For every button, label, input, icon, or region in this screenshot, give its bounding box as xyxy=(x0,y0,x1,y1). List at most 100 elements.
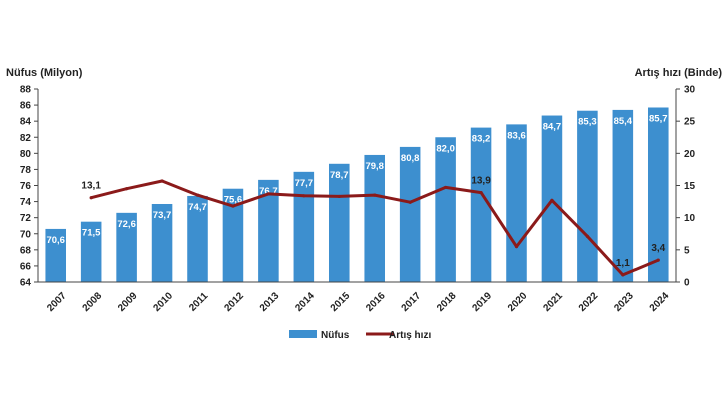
bar xyxy=(293,171,315,282)
bar xyxy=(577,110,598,283)
bar-value-label: 85,3 xyxy=(578,117,597,128)
bar xyxy=(647,107,669,282)
legend-line-label: Artış hızı xyxy=(389,330,431,341)
line-point xyxy=(195,193,200,197)
bar-value-label: 85,4 xyxy=(614,116,633,127)
bar-value-label: 83,2 xyxy=(472,134,491,145)
x-tick-label: 2017 xyxy=(400,290,424,314)
right-tick-label: 5 xyxy=(684,245,690,256)
left-tick-label: 76 xyxy=(20,181,32,192)
right-tick-label: 0 xyxy=(684,278,690,289)
bar xyxy=(364,154,386,282)
x-tick-label: 2011 xyxy=(187,290,210,313)
x-tick-label: 2019 xyxy=(471,290,495,314)
x-tick-label: 2022 xyxy=(577,290,601,314)
right-tick-label: 20 xyxy=(684,149,696,160)
bar-value-label: 83,6 xyxy=(507,130,526,141)
bar-value-label: 71,5 xyxy=(82,228,101,239)
left-tick-label: 86 xyxy=(20,101,32,112)
bar xyxy=(187,195,208,282)
x-tick-label: 2014 xyxy=(293,290,317,314)
x-tick-label: 2018 xyxy=(435,290,459,314)
bar-value-label: 74,7 xyxy=(188,202,207,213)
line-series: 13,1 13,9 1,1 3,4 xyxy=(81,176,666,277)
bar-value-label: 82,0 xyxy=(436,143,455,154)
bar xyxy=(328,163,350,282)
bar-value-label: 77,7 xyxy=(295,178,314,189)
line-value-label: 13,1 xyxy=(81,181,101,192)
legend-bar-swatch xyxy=(289,330,317,338)
bar xyxy=(399,146,421,282)
bar xyxy=(470,127,492,282)
legend-bar-label: Nüfus xyxy=(321,330,350,341)
x-tick-label: 2015 xyxy=(329,290,353,314)
line-point xyxy=(408,200,412,204)
x-tick-label: 2009 xyxy=(116,290,140,314)
x-tick-label: 2012 xyxy=(222,290,246,314)
line-point xyxy=(302,194,306,198)
bar-value-label: 84,7 xyxy=(543,122,562,133)
left-axis-title: Nüfus (Milyon) xyxy=(6,67,83,79)
x-tick-label: 2020 xyxy=(506,290,530,314)
line-point xyxy=(550,198,554,202)
left-tick-label: 74 xyxy=(20,197,32,208)
line-value-label: 3,4 xyxy=(651,243,665,254)
x-tick-label: 2013 xyxy=(258,290,282,314)
x-tick-label: 2007 xyxy=(45,290,69,314)
x-tick-label: 2021 xyxy=(541,290,565,314)
bar xyxy=(116,212,137,282)
line-point xyxy=(266,192,270,196)
bar-value-label: 73,7 xyxy=(153,210,172,221)
line-point xyxy=(337,194,341,199)
x-tick-label: 2024 xyxy=(648,290,672,314)
bar-value-label: 70,6 xyxy=(46,235,65,246)
left-tick-label: 64 xyxy=(20,278,32,289)
line-point xyxy=(444,185,448,190)
left-tick-label: 88 xyxy=(20,85,32,96)
bar-value-label: 78,7 xyxy=(330,170,349,181)
right-tick-label: 30 xyxy=(684,85,696,96)
right-tick-label: 25 xyxy=(684,117,696,128)
line-point xyxy=(514,245,519,249)
bar xyxy=(506,124,527,282)
right-axis-title: Artış hızı (Binde) xyxy=(635,67,723,79)
bar-series: 70,6 71,5 72,6 73,7 74,7 75,6 76,7 77,7 78,7 79,8… xyxy=(45,107,669,283)
left-tick-label: 70 xyxy=(20,229,32,240)
left-tick-label: 84 xyxy=(20,117,32,128)
bar-value-label: 80,8 xyxy=(401,153,420,164)
left-tick-label: 66 xyxy=(20,261,32,272)
bar xyxy=(151,203,173,282)
line-point xyxy=(89,196,93,200)
line-point xyxy=(656,258,660,262)
bar xyxy=(435,137,456,282)
left-axis: 64 66 68 70 72 74 76 78 80 82 84 86 88 xyxy=(20,85,39,289)
line-point xyxy=(585,234,589,238)
bar-value-label: 85,7 xyxy=(649,113,668,124)
line-point xyxy=(125,187,129,191)
right-tick-label: 10 xyxy=(684,213,696,224)
bar xyxy=(258,179,279,282)
bar xyxy=(80,221,102,282)
left-tick-label: 80 xyxy=(20,149,32,160)
line-point xyxy=(160,179,164,183)
line-point xyxy=(231,204,235,208)
right-tick-label: 15 xyxy=(684,181,696,192)
legend: Nüfus Artış hızı xyxy=(289,330,431,341)
bar xyxy=(612,109,634,283)
x-axis: 2007 2008 2009 2010 2011 2012 2013 2014 2015 2016… xyxy=(38,281,676,314)
x-tick-label: 2010 xyxy=(152,290,176,314)
x-tick-label: 2023 xyxy=(612,290,636,314)
x-tick-label: 2016 xyxy=(364,290,388,314)
bar-value-label: 76,7 xyxy=(259,186,278,197)
line-value-label: 1,1 xyxy=(616,258,630,269)
right-axis: 0 5 10 15 20 25 30 xyxy=(675,85,696,289)
bar xyxy=(45,228,67,282)
left-tick-label: 82 xyxy=(20,133,32,144)
left-tick-label: 68 xyxy=(20,245,32,256)
x-tick-label: 2008 xyxy=(81,290,105,314)
line-point xyxy=(479,190,483,195)
bar-value-label: 75,6 xyxy=(224,195,243,206)
bar xyxy=(222,188,244,282)
